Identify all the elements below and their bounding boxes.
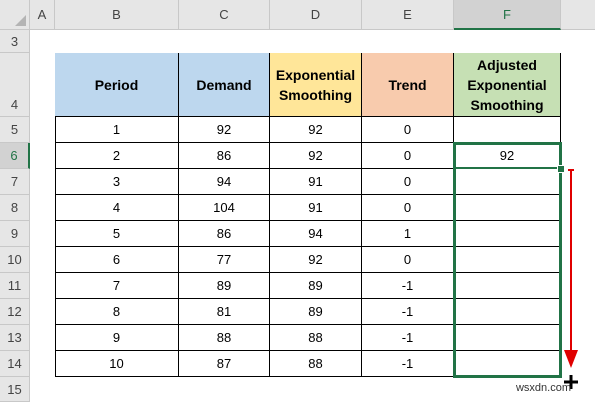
column-header-row: A B C D E F [0, 0, 595, 30]
cell-demand[interactable]: 81 [179, 299, 270, 325]
row-header-8[interactable]: 8 [0, 195, 30, 221]
watermark: wsxdn.com [515, 382, 571, 394]
cell-period[interactable]: 1 [55, 117, 179, 143]
row-header-10[interactable]: 10 [0, 247, 30, 273]
cell-adjusted-smoothing[interactable] [454, 195, 561, 221]
cell-demand[interactable]: 87 [179, 351, 270, 377]
drag-down-arrow-icon [564, 169, 578, 368]
cell-demand[interactable]: 88 [179, 325, 270, 351]
cell-trend[interactable]: 1 [362, 221, 454, 247]
cell-adjusted-smoothing[interactable] [454, 273, 561, 299]
cell-period[interactable]: 9 [55, 325, 179, 351]
cell-period[interactable]: 4 [55, 195, 179, 221]
cell-adjusted-smoothing[interactable] [454, 221, 561, 247]
cell-adjusted-smoothing[interactable] [454, 117, 561, 143]
header-exponential-smoothing[interactable]: Exponential Smoothing [270, 53, 362, 117]
select-all-triangle-icon [15, 15, 26, 26]
cell-exponential-smoothing[interactable]: 91 [270, 195, 362, 221]
cell-trend[interactable]: 0 [362, 169, 454, 195]
crosshair-cursor-icon [564, 375, 578, 389]
row-header-9[interactable]: 9 [0, 221, 30, 247]
row-header-13[interactable]: 13 [0, 325, 30, 351]
column-header-e[interactable]: E [362, 0, 454, 30]
cell-demand[interactable]: 86 [179, 143, 270, 169]
row-header-15[interactable]: 15 [0, 377, 30, 402]
row-header-3[interactable]: 3 [0, 30, 30, 53]
cell-adjusted-smoothing[interactable] [454, 169, 561, 195]
cell-demand[interactable]: 104 [179, 195, 270, 221]
cell-adjusted-smoothing[interactable] [454, 325, 561, 351]
cell-exponential-smoothing[interactable]: 91 [270, 169, 362, 195]
cell-adjusted-smoothing[interactable]: 92 [454, 143, 561, 169]
row-header-11[interactable]: 11 [0, 273, 30, 299]
cell-period[interactable]: 10 [55, 351, 179, 377]
cell-exponential-smoothing[interactable]: 92 [270, 143, 362, 169]
cell-trend[interactable]: -1 [362, 325, 454, 351]
cell-trend[interactable]: -1 [362, 351, 454, 377]
header-adjusted-exponential-smoothing[interactable]: Adjusted Exponential Smoothing [454, 53, 561, 117]
cell-demand[interactable]: 89 [179, 273, 270, 299]
cell-exponential-smoothing[interactable]: 92 [270, 247, 362, 273]
cell-trend[interactable]: -1 [362, 299, 454, 325]
cell-adjusted-smoothing[interactable] [454, 299, 561, 325]
fill-handle[interactable] [557, 165, 565, 173]
cell-adjusted-smoothing[interactable] [454, 351, 561, 377]
row-header-5[interactable]: 5 [0, 117, 30, 143]
cell-trend[interactable]: -1 [362, 273, 454, 299]
cell-period[interactable]: 2 [55, 143, 179, 169]
row-header-4[interactable]: 4 [0, 53, 30, 117]
row-header-6[interactable]: 6 [0, 143, 30, 169]
cell-exponential-smoothing[interactable]: 89 [270, 299, 362, 325]
cell-exponential-smoothing[interactable]: 89 [270, 273, 362, 299]
cell-period[interactable]: 7 [55, 273, 179, 299]
column-header-f[interactable]: F [454, 0, 561, 30]
cell-trend[interactable]: 0 [362, 117, 454, 143]
row-header-14[interactable]: 14 [0, 351, 30, 377]
cell-exponential-smoothing[interactable]: 88 [270, 325, 362, 351]
column-header-b[interactable]: B [55, 0, 179, 30]
cell-period[interactable]: 3 [55, 169, 179, 195]
cell-demand[interactable]: 86 [179, 221, 270, 247]
row-header-12[interactable]: 12 [0, 299, 30, 325]
cell-trend[interactable]: 0 [362, 143, 454, 169]
cell-demand[interactable]: 77 [179, 247, 270, 273]
column-header-c[interactable]: C [179, 0, 270, 30]
header-demand[interactable]: Demand [179, 53, 270, 117]
header-period[interactable]: Period [55, 53, 179, 117]
column-header-d[interactable]: D [270, 0, 362, 30]
cell-trend[interactable]: 0 [362, 247, 454, 273]
cell-demand[interactable]: 94 [179, 169, 270, 195]
column-header-a[interactable]: A [30, 0, 55, 30]
cell-exponential-smoothing[interactable]: 92 [270, 117, 362, 143]
select-all-button[interactable] [0, 0, 30, 30]
column-header-filler [561, 0, 595, 30]
cell-period[interactable]: 6 [55, 247, 179, 273]
header-trend[interactable]: Trend [362, 53, 454, 117]
cell-period[interactable]: 5 [55, 221, 179, 247]
cell-exponential-smoothing[interactable]: 88 [270, 351, 362, 377]
cell-demand[interactable]: 92 [179, 117, 270, 143]
row-header-7[interactable]: 7 [0, 169, 30, 195]
cell-adjusted-smoothing[interactable] [454, 247, 561, 273]
cell-trend[interactable]: 0 [362, 195, 454, 221]
cell-period[interactable]: 8 [55, 299, 179, 325]
cell-exponential-smoothing[interactable]: 94 [270, 221, 362, 247]
